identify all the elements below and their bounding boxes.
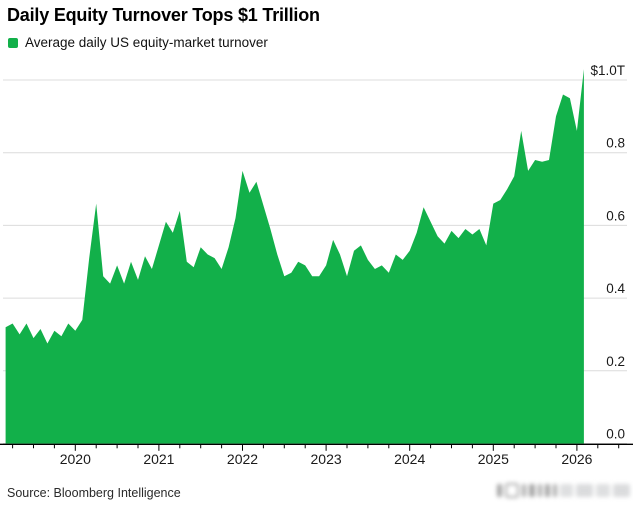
- y-tick-label: 0.6: [606, 208, 625, 223]
- x-tick-label: 2023: [311, 451, 342, 467]
- source-attribution: Source: Bloomberg Intelligence: [7, 486, 181, 500]
- legend: Average daily US equity-market turnover: [8, 35, 268, 50]
- y-tick-label: 0.8: [606, 136, 625, 151]
- x-axis-labels: 2020 2021 2022 2023 2024 2025 2026: [60, 451, 593, 467]
- y-tick-label: 0.4: [606, 281, 625, 296]
- legend-label: Average daily US equity-market turnover: [25, 35, 268, 50]
- legend-swatch-icon: [8, 37, 18, 48]
- x-tick-label: 2024: [394, 451, 425, 467]
- turnover-area-series: [5, 69, 584, 444]
- x-tick-label: 2025: [478, 451, 509, 467]
- y-tick-label: 0.2: [606, 354, 625, 369]
- x-tick-label: 2021: [143, 451, 174, 467]
- page-title: Daily Equity Turnover Tops $1 Trillion: [7, 5, 320, 25]
- x-tick-label: 2022: [227, 451, 258, 467]
- y-tick-label: 0.0: [606, 427, 625, 442]
- x-tick-label: 2026: [561, 451, 592, 467]
- x-axis-ticks: [12, 444, 620, 451]
- x-tick-label: 2020: [60, 451, 91, 467]
- y-tick-label: $1.0T: [590, 63, 625, 78]
- y-axis-labels: 0.0 0.2 0.4 0.6 0.8 $1.0T: [590, 63, 625, 442]
